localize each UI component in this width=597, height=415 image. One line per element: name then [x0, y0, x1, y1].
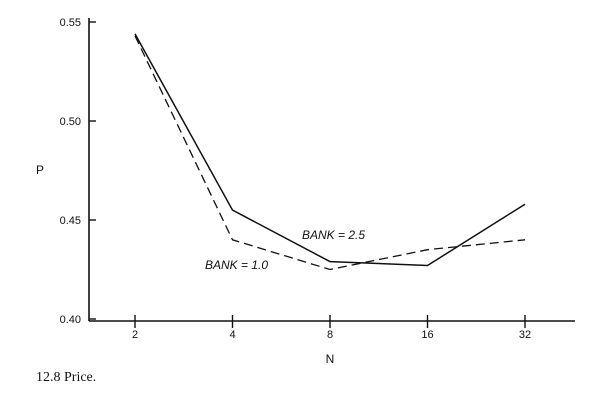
series-label-bank-2-5: BANK = 2.5	[302, 228, 365, 242]
series-line-bank-1-0	[134, 35, 526, 271]
x-tick-label: 8	[327, 329, 333, 341]
y-tick-label: 0.45	[60, 215, 81, 227]
y-tick-label: 0.50	[60, 116, 81, 128]
y-axis-label: P	[36, 163, 44, 177]
y-tick-label: 0.55	[60, 17, 81, 29]
figure-caption: 12.8 Price.	[36, 370, 97, 385]
x-tick-label: 4	[229, 329, 235, 341]
series-label-bank-1-0: BANK = 1.0	[205, 258, 268, 272]
price-chart: 0.40 0.45 0.50 0.55 2 4 8 16 32 P N BANK = 2.5 BANK …	[36, 17, 575, 365]
x-tick-label: 2	[132, 329, 138, 341]
x-tick-label: 16	[421, 329, 433, 341]
y-tick-label: 0.40	[60, 314, 81, 326]
x-axis-label: N	[326, 352, 335, 365]
series-line-bank-2-5	[134, 33, 526, 267]
x-tick-label: 32	[519, 329, 531, 341]
